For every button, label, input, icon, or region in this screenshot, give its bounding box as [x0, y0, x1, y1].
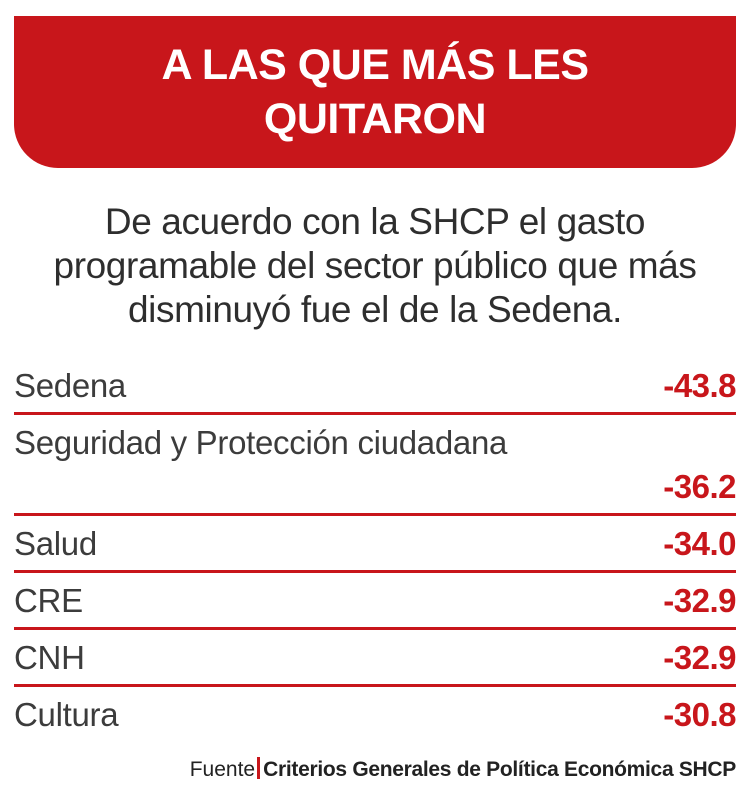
subtitle-line-1: De acuerdo con la SHCP el gasto [104, 201, 646, 242]
table-row-cnh: CNH -32.9 [14, 630, 736, 687]
title-line-1: A LAS QUE MÁS LES [161, 41, 589, 89]
row-label: Seguridad y Protección ciudadana [14, 424, 508, 461]
table-row-sedena: Sedena -43.8 [14, 358, 736, 415]
row-label: Sedena [14, 367, 126, 404]
subtitle-line-2: programable del sector público que más [53, 245, 697, 286]
source-label: Fuente [189, 758, 256, 781]
title-line-2: QUITARON [263, 95, 487, 143]
row-value: -34.0 [663, 525, 736, 562]
subtitle-line-3: disminuyó fue el de la Sedena. [127, 289, 622, 330]
row-label: Salud [14, 525, 97, 562]
source-note: Fuente Criterios Generales de Política Ec… [190, 756, 736, 784]
row-value: -30.8 [663, 696, 736, 733]
table-row-salud: Salud -34.0 [14, 516, 736, 573]
source-divider [257, 757, 261, 779]
row-label: CNH [14, 639, 85, 676]
subtitle: De acuerdo con la SHCP el gasto programa… [14, 200, 736, 332]
row-value: -32.9 [663, 582, 736, 619]
row-label: Cultura [14, 696, 119, 733]
title-banner: A LAS QUE MÁS LES QUITARON [14, 16, 736, 168]
table-row-seguridad: Seguridad y Protección ciudadana -36.2 [14, 415, 736, 516]
source-name: Criterios Generales de Política Económic… [263, 758, 736, 781]
row-value: -36.2 [663, 468, 736, 505]
row-value: -32.9 [663, 639, 736, 676]
row-label: CRE [14, 582, 83, 619]
table-row-cre: CRE -32.9 [14, 573, 736, 630]
table-row-cultura: Cultura -30.8 [14, 687, 736, 741]
row-value: -43.8 [663, 367, 736, 404]
data-table: Sedena -43.8 Seguridad y Protección ciud… [14, 358, 736, 741]
